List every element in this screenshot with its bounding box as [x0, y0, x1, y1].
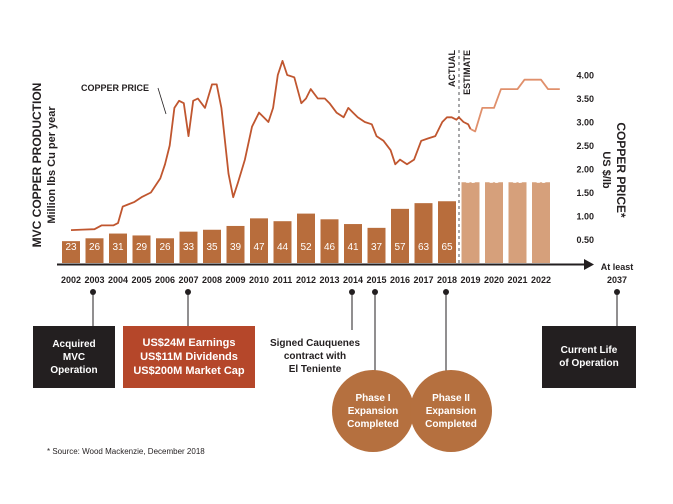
price-tick-2.50: 2.50	[576, 141, 594, 151]
bar-label-2018: 65	[441, 242, 453, 253]
x-tick-2009: 2009	[225, 275, 245, 285]
bar-label-2011: 44	[277, 242, 289, 253]
end-label-line1: At least	[601, 262, 634, 272]
price-tick-2.00: 2.00	[576, 165, 594, 175]
price-tick-0.50: 0.50	[576, 235, 594, 245]
bar-2018	[438, 201, 456, 263]
right-axis-title-line1: COPPER PRICE*	[614, 122, 628, 218]
bar-label-2003: 26	[89, 242, 101, 253]
connector-dot-earnings	[185, 289, 191, 295]
price-tick-1.00: 1.00	[576, 212, 594, 222]
bar-label-2019: 85	[465, 175, 477, 186]
connector-dot-current-life	[614, 289, 620, 295]
bar-label-2008: 35	[206, 242, 218, 253]
connector-dot-phase2	[443, 289, 449, 295]
right-axis-title-line2: US $/lb	[600, 151, 612, 189]
bar-2020	[485, 182, 503, 263]
bar-2016	[391, 208, 409, 263]
bar-2012	[297, 213, 315, 263]
x-tick-2004: 2004	[108, 275, 128, 285]
price-tick-3.50: 3.50	[576, 94, 594, 104]
connector-dot-phase1	[372, 289, 378, 295]
left-axis-title-line2: Million lbs Cu per year	[46, 106, 58, 224]
bar-label-2013: 46	[324, 242, 336, 253]
bar-label-2002: 23	[65, 242, 77, 253]
bar-2014	[344, 224, 362, 263]
bar-2005	[132, 235, 151, 263]
x-tick-2002: 2002	[61, 275, 81, 285]
x-tick-2017: 2017	[413, 275, 433, 285]
bar-label-2022: 85	[535, 175, 547, 186]
bar-label-2021: 85	[512, 175, 524, 186]
copper-price-leader	[157, 87, 167, 115]
x-tick-2014: 2014	[343, 275, 363, 285]
divider-label-actual: ACTUAL	[447, 50, 457, 87]
x-tick-2018: 2018	[437, 275, 457, 285]
copper-price-label: COPPER PRICE	[81, 83, 149, 93]
x-tick-2016: 2016	[390, 275, 410, 285]
x-tick-2020: 2020	[484, 275, 504, 285]
annotation-current-life: Current Life of Operation	[542, 326, 636, 388]
x-tick-2003: 2003	[84, 275, 104, 285]
bar-2008	[203, 229, 221, 263]
annotation-acquired: Acquired MVC Operation	[33, 326, 115, 388]
bar-label-2014: 41	[347, 242, 359, 253]
bar-label-2020: 85	[488, 175, 500, 186]
x-tick-2006: 2006	[155, 275, 175, 285]
bar-2015	[367, 227, 386, 263]
bar-2017	[414, 203, 433, 263]
x-tick-2012: 2012	[296, 275, 316, 285]
bar-2019	[461, 182, 480, 263]
left-axis-title-line1: MVC COPPER PRODUCTION	[30, 83, 44, 248]
price-tick-3.00: 3.00	[576, 118, 594, 128]
bar-label-2016: 57	[394, 242, 406, 253]
bar-label-2004: 31	[112, 242, 124, 253]
x-tick-2007: 2007	[178, 275, 198, 285]
x-tick-2005: 2005	[131, 275, 151, 285]
connector-dot-acquired	[90, 289, 96, 295]
bar-label-2010: 47	[253, 242, 265, 253]
price-tick-4.00: 4.00	[576, 71, 594, 81]
bar-2004	[109, 233, 127, 263]
bar-2013	[320, 219, 339, 263]
bar-2009	[226, 225, 245, 263]
bar-label-2009: 39	[230, 242, 242, 253]
bar-label-2015: 37	[371, 242, 383, 253]
bar-label-2005: 29	[136, 242, 148, 253]
x-tick-2008: 2008	[202, 275, 222, 285]
x-tick-2011: 2011	[273, 275, 293, 285]
divider-label-estimate: ESTIMATE	[462, 50, 472, 95]
bar-2002	[62, 241, 80, 263]
price-line-actual	[70, 60, 472, 231]
x-tick-2021: 2021	[507, 275, 527, 285]
bar-2010	[250, 218, 268, 263]
connector-dot-cauquenes	[349, 289, 355, 295]
annotation-earnings: US$24M Earnings US$11M Dividends US$200M…	[123, 326, 255, 388]
bar-label-2006: 26	[159, 242, 171, 253]
price-tick-1.50: 1.50	[576, 188, 594, 198]
price-line-estimate	[470, 78, 560, 133]
annotation-cauquenes: Signed Cauquenes contract with El Tenien…	[264, 330, 366, 382]
x-tick-2013: 2013	[319, 275, 339, 285]
bar-2021	[508, 182, 527, 263]
x-axis-arrow	[584, 259, 594, 270]
x-tick-2022: 2022	[531, 275, 551, 285]
bar-2006	[156, 238, 174, 263]
x-tick-2010: 2010	[249, 275, 269, 285]
annotation-phase2: Phase II Expansion Completed	[410, 370, 492, 452]
annotation-phase1: Phase I Expansion Completed	[332, 370, 414, 452]
x-tick-2019: 2019	[460, 275, 480, 285]
bar-2022	[532, 182, 550, 263]
source-note: * Source: Wood Mackenzie, December 2018	[47, 447, 205, 456]
x-tick-2015: 2015	[366, 275, 386, 285]
end-label-line2: 2037	[607, 275, 627, 285]
bar-label-2017: 63	[418, 242, 430, 253]
bar-label-2012: 52	[300, 242, 312, 253]
bar-2011	[273, 221, 292, 263]
bar-2003	[85, 238, 104, 263]
bar-2007	[179, 231, 198, 263]
bar-label-2007: 33	[183, 242, 195, 253]
